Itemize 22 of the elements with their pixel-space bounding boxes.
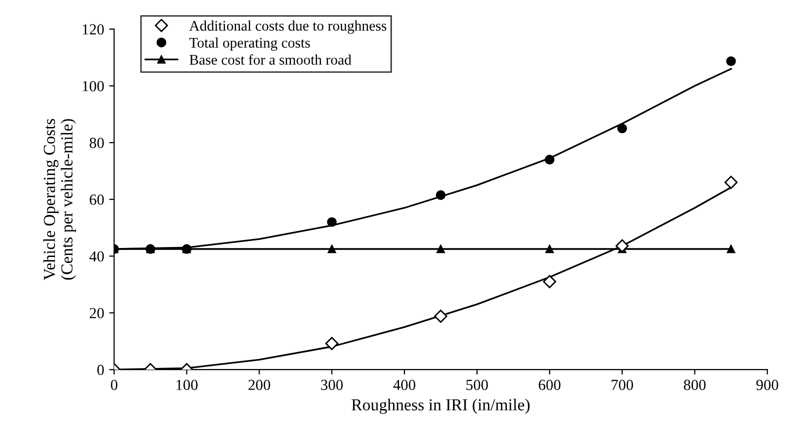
legend-label: Base cost for a smooth road [190, 54, 352, 65]
y-tick-label: 20 [90, 308, 104, 318]
x-tick-label: 900 [756, 380, 778, 390]
x-tick-label: 600 [538, 380, 560, 390]
legend-label: Additional costs due to roughness [189, 20, 386, 34]
x-tick-label: 400 [393, 380, 416, 390]
x-tick-label: 200 [248, 380, 270, 390]
y-tick-label: 100 [82, 81, 104, 92]
x-tick-label: 300 [321, 380, 343, 390]
x-tick-label: 800 [684, 380, 706, 390]
x-tick-label: 700 [612, 380, 634, 390]
x-axis-title: Roughness in IRI (in/mile) [352, 398, 530, 414]
x-tick-label: 500 [466, 380, 488, 390]
y-tick-label: 120 [82, 24, 104, 35]
y-tick-label: 0 [97, 364, 104, 376]
y-tick-label: 40 [89, 251, 104, 262]
legend-label: Total operating costs [189, 37, 310, 51]
x-tick-label: 0 [110, 380, 118, 390]
y-axis-title: Vehicle Operating Costs (Cents per vehicle-mile) [43, 118, 76, 280]
y-tick-label: 60 [90, 194, 104, 205]
y-tick-label: 80 [90, 138, 104, 148]
x-tick-label: 100 [176, 380, 198, 390]
